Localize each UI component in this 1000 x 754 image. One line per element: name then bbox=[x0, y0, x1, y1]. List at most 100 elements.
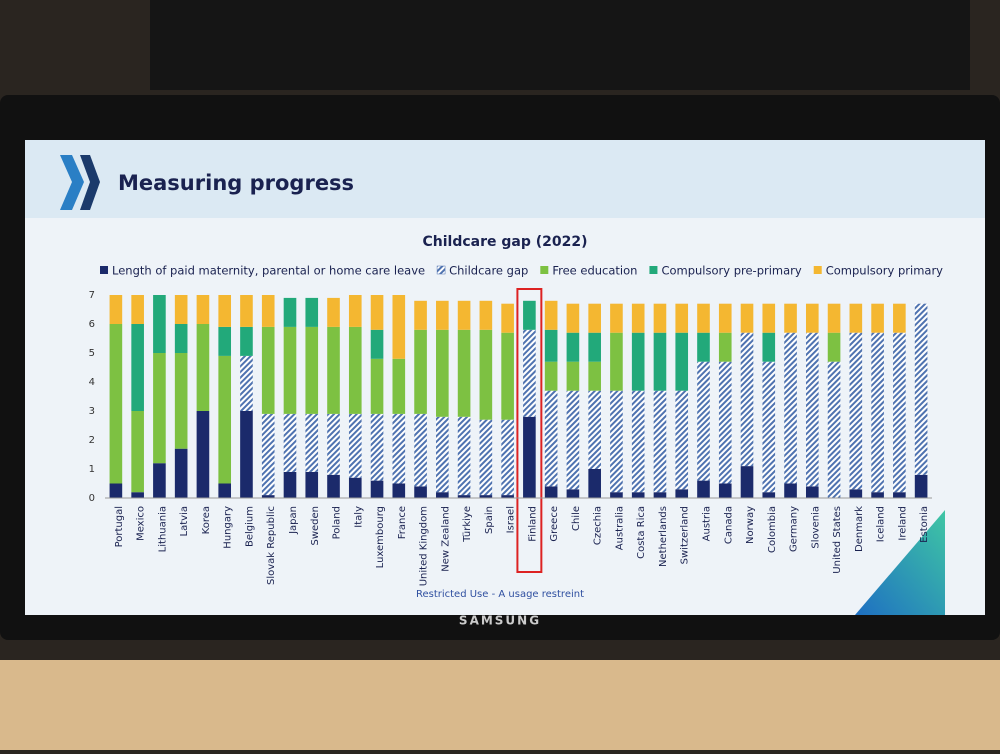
bar-segment bbox=[893, 303, 906, 333]
legend-swatch bbox=[540, 266, 549, 274]
bar-segment bbox=[544, 361, 558, 391]
bar-segment bbox=[305, 413, 319, 472]
bar-segment bbox=[436, 329, 449, 417]
x-tick-label: Slovenia bbox=[810, 506, 821, 549]
y-tick-label: 6 bbox=[89, 319, 95, 330]
bar-segment bbox=[566, 303, 580, 333]
bar-segment bbox=[457, 416, 471, 496]
x-tick-label: Korea bbox=[201, 506, 212, 534]
bar-segment bbox=[479, 329, 493, 420]
bar-segment bbox=[240, 355, 253, 411]
bar-segment bbox=[784, 303, 797, 333]
bar-segment bbox=[348, 295, 362, 327]
y-tick-label: 0 bbox=[89, 493, 95, 504]
legend-label: Free education bbox=[552, 264, 637, 278]
bar-segment bbox=[653, 390, 667, 493]
x-tick-label: Czechia bbox=[593, 506, 604, 545]
x-tick-label: Canada bbox=[723, 506, 734, 544]
bar-segment bbox=[827, 361, 841, 498]
x-tick-label: Türkiye bbox=[462, 506, 473, 543]
bar-segment bbox=[762, 492, 776, 498]
highlight-box bbox=[516, 288, 543, 573]
legend-swatch bbox=[813, 266, 822, 274]
bar-segment bbox=[610, 390, 623, 493]
bar-segment bbox=[740, 332, 754, 467]
bar-segment bbox=[261, 326, 275, 414]
bar-segment bbox=[283, 326, 297, 414]
bar-segment bbox=[131, 324, 144, 411]
bar-segment bbox=[631, 303, 645, 333]
bar-segment bbox=[566, 361, 580, 391]
x-tick-label: Israel bbox=[506, 506, 517, 533]
legend-label: Compulsory pre-primary bbox=[661, 264, 801, 278]
bar-segment bbox=[414, 300, 427, 330]
bar-segment bbox=[675, 332, 689, 391]
bar-segment bbox=[849, 303, 863, 333]
bar-segment bbox=[218, 483, 232, 498]
logo bbox=[80, 155, 100, 210]
x-tick-label: Portugal bbox=[114, 506, 125, 547]
bar-segment bbox=[414, 413, 427, 487]
bar-segment bbox=[196, 411, 210, 498]
slide-header bbox=[25, 140, 985, 218]
bar-segment bbox=[370, 413, 384, 481]
x-tick-label: Luxembourg bbox=[375, 506, 386, 568]
bar-segment bbox=[305, 297, 319, 327]
x-tick-label: United Kingdom bbox=[419, 506, 430, 586]
bar-segment bbox=[392, 295, 406, 359]
x-tick-label: Norway bbox=[745, 506, 756, 544]
x-tick-label: Greece bbox=[549, 506, 560, 542]
bar-segment bbox=[196, 324, 210, 411]
bar-segment bbox=[109, 483, 123, 498]
bar-segment bbox=[653, 492, 667, 498]
bar-segment bbox=[261, 413, 275, 496]
legend-label: Childcare gap bbox=[449, 264, 528, 278]
x-tick-label: Colombia bbox=[767, 506, 778, 553]
x-tick-label: Ireland bbox=[897, 506, 908, 541]
bar-segment bbox=[871, 492, 884, 498]
bar-segment bbox=[544, 390, 558, 487]
bar-segment bbox=[370, 358, 384, 414]
bar-segment bbox=[610, 332, 623, 391]
bar-segment bbox=[588, 361, 601, 391]
bar-segment bbox=[544, 329, 558, 362]
bar-segment bbox=[805, 332, 819, 487]
corner-decoration bbox=[855, 510, 945, 615]
bar-segment bbox=[240, 326, 253, 356]
bar-segment bbox=[762, 361, 776, 493]
x-tick-label: Mexico bbox=[136, 506, 147, 541]
bar-segment bbox=[240, 295, 253, 327]
bar-segment bbox=[762, 303, 776, 333]
x-tick-label: Hungary bbox=[223, 506, 234, 549]
bar-segment bbox=[501, 495, 514, 498]
bar-segment bbox=[566, 390, 580, 490]
bar-segment bbox=[327, 413, 340, 475]
bar-segment bbox=[631, 390, 645, 493]
bar-segment bbox=[392, 483, 406, 498]
bar-segment bbox=[631, 492, 645, 498]
bar-segment bbox=[871, 303, 884, 333]
bar-segment bbox=[348, 326, 362, 414]
bar-segment bbox=[218, 326, 232, 356]
bar-segment bbox=[370, 480, 384, 498]
bar-segment bbox=[697, 303, 710, 333]
bar-segment bbox=[153, 295, 166, 353]
x-tick-label: New Zealand bbox=[440, 506, 451, 572]
bar-segment bbox=[283, 471, 297, 498]
bar-segment bbox=[784, 483, 797, 498]
bar-segment bbox=[109, 295, 123, 324]
bar-segment bbox=[849, 332, 863, 490]
bar-segment bbox=[479, 419, 493, 496]
bar-segment bbox=[436, 416, 449, 493]
bar-segment bbox=[501, 419, 514, 496]
bar-segment bbox=[327, 326, 340, 414]
bar-segment bbox=[653, 303, 667, 333]
bar-segment bbox=[718, 303, 732, 333]
bar-segment bbox=[457, 300, 471, 330]
chart-title: Childcare gap (2022) bbox=[422, 234, 587, 250]
bar-segment bbox=[457, 329, 471, 417]
bar-segment bbox=[588, 303, 601, 333]
bar-segment bbox=[174, 448, 188, 498]
bar-segment bbox=[457, 495, 471, 498]
bar-segment bbox=[436, 300, 449, 330]
